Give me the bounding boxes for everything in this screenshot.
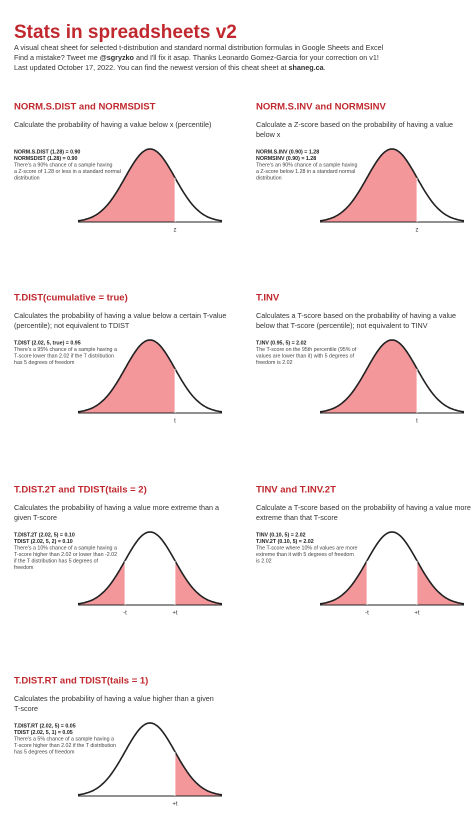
note: The T-score on the 95th percentile (95% … — [256, 347, 357, 353]
section-description: below that T-score (percentile); not equ… — [256, 321, 428, 330]
curve — [77, 722, 223, 796]
section-title: T.DIST.2T and TDIST(tails = 2) — [14, 485, 147, 496]
shaded-area — [78, 149, 175, 222]
section-title: T.DIST(cumulative = true) — [14, 293, 128, 304]
note: T-score higher than 2.02 or lower than -… — [14, 552, 117, 558]
formula: TDIST (2.02, 5, 1) = 0.05 — [14, 730, 73, 736]
note: has 5 degrees of freedom — [14, 749, 75, 755]
note: freedom — [14, 565, 34, 571]
axis-label: +t — [414, 611, 420, 617]
curve — [77, 531, 223, 605]
header-line: Find a mistake? Tweet me @sgryzko and I'… — [14, 53, 379, 62]
header-text: and I'll fix it asap. Thanks Leonardo Go… — [134, 53, 379, 62]
section-description: extreme than that T-score — [256, 513, 338, 522]
section-title: TINV and T.INV.2T — [256, 485, 336, 496]
section-description: Calculates a T-score based on the probab… — [256, 311, 456, 320]
section-description: given T-score — [14, 513, 57, 522]
note: There's a 10% chance of a sample having … — [14, 545, 117, 551]
curve — [319, 148, 465, 222]
note: a Z-score of 1.28 or less in a standard … — [14, 169, 121, 175]
section-description: Calculate a T-score based on the probabi… — [256, 503, 471, 512]
formula: NORM.S.DIST (1.28) = 0.90 — [14, 149, 80, 155]
section-description: Calculate a Z-score based on the probabi… — [256, 120, 453, 129]
header-text: . — [324, 63, 326, 72]
shaded-area — [78, 340, 175, 413]
section-description: Calculate the probability of having a va… — [14, 120, 211, 129]
axis-label: +t — [172, 802, 178, 808]
shaded-area — [175, 560, 222, 605]
formula: NORMSDIST (1.28) = 0.90 — [14, 156, 77, 162]
axis-label: -t — [365, 611, 369, 617]
axis-label: t — [174, 419, 176, 425]
note: There's an 90% chance of a sample having — [256, 162, 357, 168]
formula: T.DIST (2.02, 5, true) = 0.95 — [14, 340, 81, 346]
shaded-area — [78, 560, 125, 605]
note: distribution — [256, 175, 282, 181]
formula: TDIST (2.02, 5, 2) = 0.10 — [14, 539, 73, 545]
formula: TINV (0.10, 5) = 2.02 — [256, 532, 306, 538]
section-title: NORM.S.INV and NORMSINV — [256, 102, 387, 113]
formula: NORMSINV (0.90) = 1.28 — [256, 156, 316, 162]
header-text: @sgryzko — [100, 53, 135, 62]
page-title: Stats in spreadsheets v2 — [14, 22, 237, 43]
header-line: Last updated October 17, 2022. You can f… — [14, 63, 326, 72]
note: The T-score where 10% of values are more — [256, 545, 358, 551]
axis-label: z — [416, 228, 419, 234]
section-description: Calculates the probability of having a v… — [14, 503, 219, 512]
shaded-area — [320, 560, 367, 605]
header-line: A visual cheat sheet for selected t-dist… — [14, 43, 384, 52]
shaded-area — [320, 340, 417, 413]
note: if the T distribution has 5 degrees of — [14, 558, 99, 564]
note: values are lower than it) with 5 degrees… — [256, 353, 355, 359]
formula: T.DIST.2T (2.02, 5) = 0.10 — [14, 532, 75, 538]
formula: T.DIST.RT (2.02, 5) = 0.05 — [14, 723, 76, 729]
header-text: Find a mistake? Tweet me — [14, 53, 100, 62]
section-description: T-score — [14, 704, 38, 713]
formula: NORM.S.INV (0.90) = 1.28 — [256, 149, 319, 155]
curve — [77, 148, 223, 222]
curve — [77, 339, 223, 413]
note: extreme than it with 5 degrees of freedo… — [256, 552, 354, 558]
section-description: below x — [256, 130, 281, 139]
axis-label: +t — [172, 611, 178, 617]
header-text: A visual cheat sheet for selected t-dist… — [14, 43, 384, 52]
note: freedom is 2.02 — [256, 360, 293, 366]
curve — [319, 531, 465, 605]
curve — [319, 339, 465, 413]
section-description: (percentile); not equivalent to TDIST — [14, 321, 130, 330]
formula: T.INV (0.95, 5) = 2.02 — [256, 340, 307, 346]
section-title: T.DIST.RT and TDIST(tails = 1) — [14, 676, 148, 687]
axis-label: t — [416, 419, 418, 425]
note: a Z-score below 1.28 in a standard norma… — [256, 169, 355, 175]
section-description: Calculates the probability of having a v… — [14, 694, 214, 703]
note: is 2.02 — [256, 558, 272, 564]
note: There's a 90% chance of a sample having — [14, 162, 113, 168]
note: T-score higher than 2.02 if the T distri… — [14, 743, 116, 749]
shaded-area — [320, 149, 417, 222]
axis-label: -t — [123, 611, 127, 617]
note: There's a 95% chance of a sample having … — [14, 347, 117, 353]
note: has 5 degrees of freedom — [14, 360, 75, 366]
shaded-area — [175, 751, 222, 796]
shaded-area — [417, 560, 464, 605]
header-text: Last updated October 17, 2022. You can f… — [14, 63, 289, 72]
note: There's a 5% chance of a sample having a — [14, 736, 114, 742]
header-text: shaneg.ca — [289, 63, 325, 72]
note: T-score lower than 2.02 if the T distrib… — [14, 353, 114, 359]
note: distribution — [14, 175, 40, 181]
section-title: NORM.S.DIST and NORMSDIST — [14, 102, 156, 113]
section-title: T.INV — [256, 293, 280, 304]
section-description: Calculates the probability of having a v… — [14, 311, 226, 320]
formula: T.INV.2T (0.10, 5) = 2.02 — [256, 539, 314, 545]
axis-label: z — [174, 228, 177, 234]
